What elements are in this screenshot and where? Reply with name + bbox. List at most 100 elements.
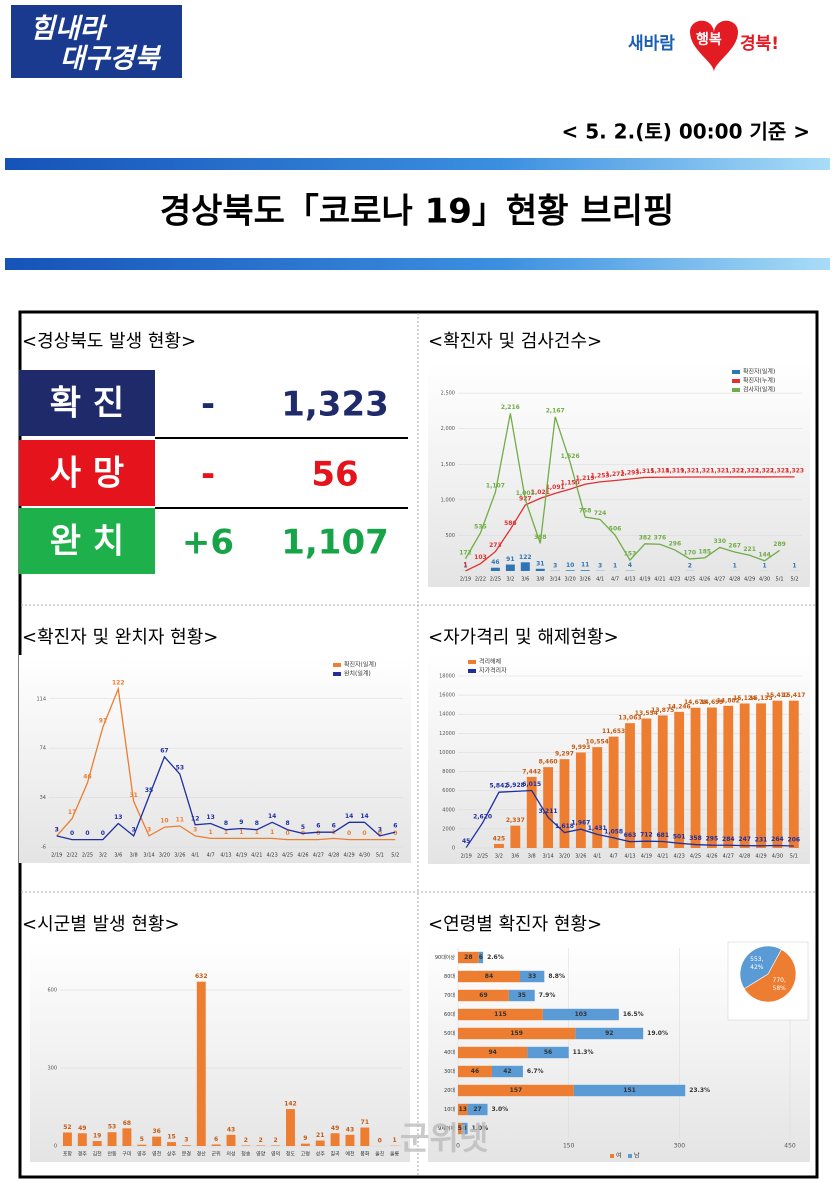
chart-bg [19,655,411,863]
y-tick-label: 14000 [439,712,455,718]
data-label: 358 [689,835,702,842]
x-tick-label: 4/30 [359,853,370,859]
data-label: 42 [503,1068,511,1075]
y-tick-label: 600 [47,988,57,994]
data-label: 15,417 [766,692,789,699]
data-label: 3,211 [539,808,558,815]
bar-segment [542,1008,619,1021]
y-tick-label: 90대이상 [435,954,456,961]
x-tick-label: 4/7 [610,854,618,860]
x-tick-label: 김천 [93,1151,103,1158]
date: < 5. 2.(토) 00:00 기준 > [561,120,810,144]
legend-label: 격리해제 [479,658,501,666]
series-line [464,413,780,562]
x-tick-label: 450 [784,1143,796,1150]
x-tick-label: 4/23 [669,577,680,583]
data-label: 142 [284,1101,297,1108]
data-label: 1,293 [621,469,640,476]
y-tick-label: 0 [452,846,455,852]
legend-label: 자가격리자 [479,667,507,675]
x-tick-label: 4/7 [611,577,619,583]
x-tick-label: 2/25 [82,853,93,859]
data-label: 5 [140,1136,144,1143]
x-tick-label: 구미 [122,1151,131,1158]
bar-segment [508,989,535,1002]
bar [62,1132,72,1146]
x-tick-label: 2/22 [475,577,486,583]
data-label: 264 [771,836,784,843]
data-label: 1 [613,562,617,569]
x-tick-label: 봉화 [360,1152,370,1158]
x-tick-label: 4/30 [759,577,770,583]
x-tick-label: 2/19 [460,577,471,583]
data-label: 8,460 [539,759,558,766]
data-label: 1 [463,562,467,569]
heart [690,20,738,73]
data-label: 6,015 [522,781,541,788]
bar [360,1127,370,1146]
bar-segment [458,1027,576,1040]
x-tick-label: 4/13 [624,577,635,583]
y-tick-label: 40대 [444,1049,455,1056]
bar [122,1128,132,1146]
status-label-bg [19,440,155,506]
data-label: 1 [733,562,737,569]
data-label: 103 [474,554,487,561]
share-label: 11.3% [573,1049,594,1056]
data-label: 1,315 [635,468,654,475]
data-label: 14 [268,813,276,820]
share-label: 23.3% [689,1087,710,1094]
data-label: 13,875 [651,707,674,714]
data-label: 11 [176,817,184,824]
legend-swatch [732,370,740,374]
x-tick-label: 4/19 [641,854,652,860]
status-change: - [201,385,215,425]
data-label: 425 [493,835,506,842]
x-tick-label: 2/22 [66,853,77,859]
bar-segment [519,970,545,983]
data-label: 52 [63,1124,71,1131]
data-label: 5,842 [489,783,508,790]
x-tick-label: 2/25 [477,854,488,860]
data-label: 67 [160,747,168,754]
y-tick-label: 9세이하 [438,1125,455,1132]
status-change: - [201,455,215,495]
legend-swatch [333,663,341,667]
series-line [465,789,794,848]
x-tick-label: 4/1 [596,577,604,583]
legend-label: 확진자(누계) [743,377,775,385]
x-tick-label: 4/26 [297,853,308,859]
x-tick-label: 4/29 [755,854,766,860]
data-label: 289 [773,541,786,548]
data-label: 43 [346,1126,354,1133]
logo-left-bg [11,5,182,78]
data-label: 5,928 [506,782,525,789]
bar [490,567,500,571]
x-tick-label: 칠곡 [330,1151,340,1158]
x-tick-label: 영천 [152,1151,162,1158]
data-label: 1,003 [516,490,535,497]
data-label: 247 [738,836,751,843]
bar [137,1144,147,1146]
bar-segment [458,1046,528,1059]
x-tick-label: 4/29 [744,577,755,583]
y-tick-label: 10000 [439,750,455,756]
data-label: 14 [360,813,368,820]
data-label: 103 [575,1011,588,1018]
data-label: 49 [78,1125,86,1132]
data-label: 3 [193,826,197,833]
bar [226,1134,236,1146]
x-tick-label: 3/20 [559,854,570,860]
y-tick-label: 10대 [444,1106,455,1113]
x-tick-label: 3/8 [536,577,544,583]
bar [167,1142,176,1146]
bar [330,1133,340,1146]
legend-label: 검사자(일계) [743,386,775,394]
y-tick-label: 2,000 [441,426,455,432]
data-label: 14 [345,813,353,820]
legend-label: 확진자(일계) [344,661,376,669]
data-label: 1,321 [710,468,729,475]
bar [723,705,734,848]
data-label: 9 [303,1135,307,1142]
data-label: 153 [624,551,637,558]
